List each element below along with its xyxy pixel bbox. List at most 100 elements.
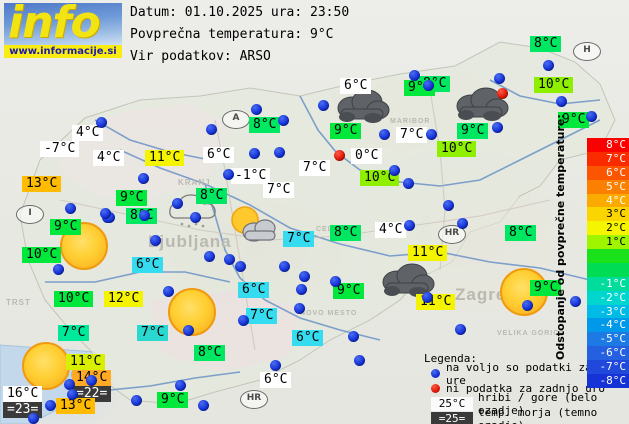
station-dot-available[interactable] (67, 389, 78, 400)
station-dot-available[interactable] (379, 129, 390, 140)
scale-band: 1°C (587, 235, 629, 249)
station-dot-available[interactable] (251, 104, 262, 115)
station-dot-available[interactable] (45, 400, 56, 411)
temperature-label: 4°C (93, 150, 125, 166)
station-dot-available[interactable] (163, 286, 174, 297)
station-dot-available[interactable] (96, 117, 107, 128)
station-dot-available[interactable] (204, 251, 215, 262)
station-dot-available[interactable] (318, 100, 329, 111)
station-dot-available[interactable] (278, 115, 289, 126)
station-dot-available[interactable] (522, 300, 533, 311)
scale-bands: 8°C 7°C 6°C 5°C 4°C 3°C 2°C 1°C -1°C -2°C -3°C -4°C… (587, 138, 629, 388)
station-dot-available[interactable] (86, 375, 97, 386)
scale-band: 8°C (587, 138, 629, 152)
scale-band: 6°C (587, 165, 629, 180)
sun-icon (22, 342, 70, 390)
dark-cloud-icon (378, 262, 436, 300)
station-dot-available[interactable] (404, 220, 415, 231)
station-dot-available[interactable] (64, 379, 75, 390)
temperature-label: 8°C (249, 117, 281, 133)
scale-band: 4°C (587, 193, 629, 208)
legend-row: =25= temp. morja (temno ozadje) (431, 406, 629, 424)
station-dot-available[interactable] (274, 147, 285, 158)
country-marker: I (16, 205, 44, 224)
station-dot-available[interactable] (138, 173, 149, 184)
station-dot-available[interactable] (330, 276, 341, 287)
legend-rows: na voljo so podatki zadnje ure ni podatka… (424, 361, 629, 424)
station-dot-available[interactable] (53, 264, 64, 275)
station-dot-available[interactable] (175, 380, 186, 391)
station-dot-available[interactable] (586, 111, 597, 122)
temperature-label: 9°C (457, 123, 489, 139)
temperature-label: 13°C (56, 398, 96, 414)
station-dot-available[interactable] (131, 395, 142, 406)
station-dot-available[interactable] (28, 413, 39, 424)
station-dot-available[interactable] (270, 360, 281, 371)
station-dot-available[interactable] (279, 261, 290, 272)
light-cloud-icon (165, 190, 227, 230)
station-dot-available[interactable] (139, 210, 150, 221)
station-dot-available[interactable] (403, 178, 414, 189)
station-dot-available[interactable] (294, 303, 305, 314)
station-dot-available[interactable] (299, 271, 310, 282)
station-dot-available[interactable] (423, 80, 434, 91)
header-data-source: Vir podatkov: ARSO (130, 49, 271, 64)
temperature-label: 11°C (408, 245, 448, 261)
partly-cloudy-icon (226, 204, 282, 246)
station-dot-available[interactable] (104, 212, 115, 223)
station-dot-nodata[interactable] (497, 88, 508, 99)
temperature-label: -7°C (40, 141, 80, 157)
station-dot-available[interactable] (556, 96, 567, 107)
temperature-label: 9°C (333, 283, 365, 299)
station-dot-available[interactable] (249, 148, 260, 159)
station-dot-available[interactable] (183, 325, 194, 336)
station-dot-available[interactable] (235, 261, 246, 272)
temperature-label: 6°C (260, 372, 292, 388)
station-dot-available[interactable] (150, 235, 161, 246)
station-dot-available[interactable] (206, 124, 217, 135)
station-dot-available[interactable] (409, 70, 420, 81)
station-dot-available[interactable] (570, 296, 581, 307)
temperature-label: 6°C (203, 147, 235, 163)
temperature-label: 10°C (22, 247, 62, 263)
scale-band: -6°C (587, 346, 629, 360)
temperature-label: 7°C (137, 325, 169, 341)
scale-band: 2°C (587, 221, 629, 236)
station-dot-available[interactable] (492, 122, 503, 133)
legend-label: na voljo so podatki zadnje ure (446, 360, 619, 387)
temperature-label: 8°C (505, 225, 537, 241)
station-dot-available[interactable] (426, 129, 437, 140)
station-dot-available[interactable] (389, 165, 400, 176)
station-dot-available[interactable] (172, 198, 183, 209)
temperature-label: 8°C (194, 345, 226, 361)
legend-red-dot-icon (431, 384, 440, 393)
temperature-label: 7°C (283, 231, 315, 247)
station-dot-available[interactable] (224, 254, 235, 265)
station-dot-available[interactable] (100, 208, 111, 219)
logo-wordmark: info (8, 3, 101, 48)
station-dot-available[interactable] (198, 400, 209, 411)
temperature-label: 4°C (375, 222, 407, 238)
station-dot-available[interactable] (223, 169, 234, 180)
station-dot-available[interactable] (494, 73, 505, 84)
station-dot-available[interactable] (457, 218, 468, 229)
informacije-logo[interactable]: info www.informacije.si (4, 3, 122, 58)
station-dot-nodata[interactable] (334, 150, 345, 161)
station-dot-available[interactable] (348, 331, 359, 342)
temperature-label: 9°C (530, 280, 562, 296)
station-dot-available[interactable] (238, 315, 249, 326)
station-dot-available[interactable] (543, 60, 554, 71)
temperature-label: 13°C (22, 176, 62, 192)
country-marker: A (222, 110, 250, 129)
station-dot-available[interactable] (455, 324, 466, 335)
station-dot-available[interactable] (443, 200, 454, 211)
temperature-label: 9°C (50, 219, 82, 235)
station-dot-available[interactable] (296, 284, 307, 295)
station-dot-available[interactable] (190, 212, 201, 223)
station-dot-available[interactable] (422, 292, 433, 303)
station-dot-available[interactable] (354, 355, 365, 366)
temperature-label: 6°C (132, 257, 164, 273)
station-dot-available[interactable] (65, 203, 76, 214)
scale-band: -1°C (587, 276, 629, 291)
legend-row: 25°C hribi / gore (belo ozadje) (431, 391, 629, 417)
